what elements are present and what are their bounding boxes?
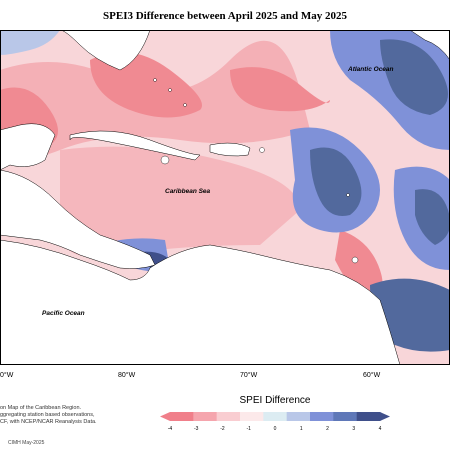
colorbar-tick-label: -2 <box>220 426 225 432</box>
colorbar-segment <box>240 412 264 421</box>
land-south-america <box>0 239 401 365</box>
colorbar-tick-label: 2 <box>326 426 329 432</box>
map-title: SPEI3 Difference between April 2025 and … <box>103 10 347 22</box>
colorbar-segment <box>216 412 241 421</box>
longitude-label-70w: 70°W <box>240 372 258 379</box>
land-cuba <box>69 130 201 161</box>
credit-text: CIMH May-2025 <box>8 440 45 446</box>
colorbar-tick-label: 3 <box>352 426 355 432</box>
colorbar-segment <box>310 412 334 421</box>
longitude-label-80w: 80°W <box>118 372 136 379</box>
colorbar-tick-label: 4 <box>379 426 382 432</box>
source-note-line: on Map of the Caribbean Region. <box>0 405 82 411</box>
island-puerto-rico <box>259 147 265 153</box>
colorbar-tick-label: -4 <box>168 426 173 432</box>
colorbar-legend: -4 -3 -2 -1 0 1 2 3 4 <box>160 412 390 432</box>
island-bahamas-2 <box>168 88 172 92</box>
spei-map <box>0 30 450 365</box>
colorbar-segment <box>170 412 194 421</box>
dry-region-south <box>60 146 300 258</box>
colorbar-tick-label: -3 <box>194 426 199 432</box>
atlantic-ocean-label: Atlantic Ocean <box>348 66 394 73</box>
land-hispaniola <box>209 142 251 157</box>
colorbar-arrow-left <box>160 412 170 421</box>
caribbean-sea-label: Caribbean Sea <box>165 188 211 195</box>
colorbar-segment <box>263 412 287 421</box>
island-trinidad <box>351 256 359 264</box>
longitude-label-0: 0°W <box>0 372 14 379</box>
wet-region-atlantic-east-core <box>415 189 450 245</box>
colorbar-segment <box>356 412 381 421</box>
colorbar-tick-label: 1 <box>300 426 303 432</box>
legend-title: SPEI Difference <box>239 395 311 406</box>
land-yucatan <box>0 123 56 171</box>
pacific-ocean-label: Pacific Ocean <box>42 310 85 317</box>
wet-region-lesser-antilles-core <box>310 147 362 216</box>
source-note-line: CF, with NCEP/NCAR Reanalysis Data. <box>0 419 97 425</box>
source-note: on Map of the Caribbean Region. ggregati… <box>0 405 97 426</box>
colorbar-tick-label: 0 <box>274 426 277 432</box>
source-note-line: ggregating station based observations, <box>0 412 95 418</box>
colorbar-segment <box>333 412 357 421</box>
island-bahamas-1 <box>153 78 157 82</box>
island-jamaica <box>160 155 170 165</box>
dry-region-east <box>230 67 330 112</box>
colorbar-segment <box>286 412 311 421</box>
island-bahamas-3 <box>183 103 187 107</box>
longitude-label-60w: 60°W <box>363 372 381 379</box>
land-florida <box>59 30 151 71</box>
colorbar-segment <box>193 412 217 421</box>
dry-region-guiana <box>335 230 383 300</box>
colorbar-tick-label: -1 <box>247 426 252 432</box>
wet-region-gulf <box>0 30 60 55</box>
colorbar-arrow-right <box>380 412 390 421</box>
island-barbados <box>346 193 350 197</box>
wet-region-northeast-core <box>380 39 448 115</box>
